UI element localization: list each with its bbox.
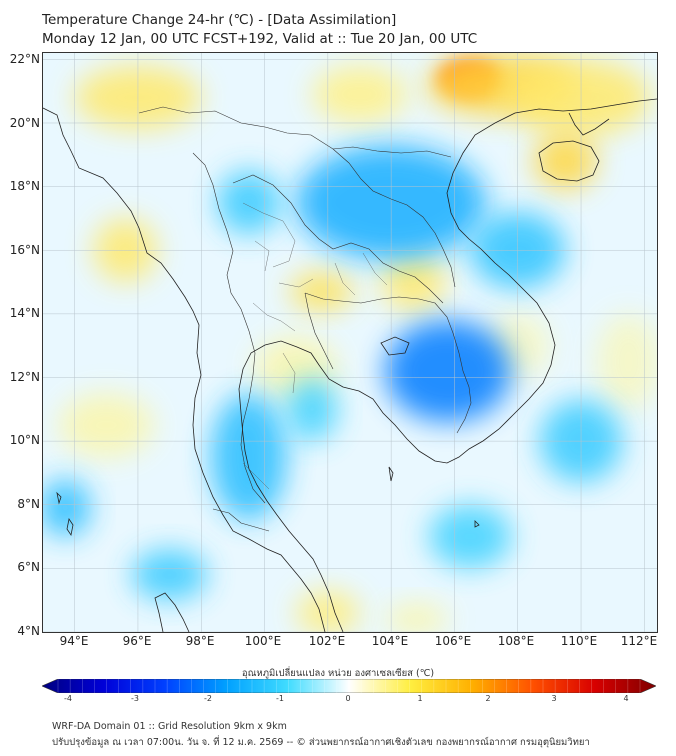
- map-canvas: [43, 53, 657, 632]
- warm-anomaly-region: [384, 603, 449, 632]
- hainan-island: [538, 140, 600, 182]
- footer-credits: ปรับปรุงข้อมูล ณ เวลา 07:00น. วัน จ. ที่…: [52, 737, 590, 748]
- warm-anomaly-region: [312, 65, 407, 123]
- cool-anomaly-region: [210, 393, 287, 521]
- chart-subtitle: Monday 12 Jan, 00 UTC FCST+192, Valid at…: [42, 31, 478, 47]
- con-dao-islands: [474, 520, 480, 528]
- warm-anomaly-region: [58, 393, 154, 458]
- lat-label-20n: 20°N: [9, 116, 40, 130]
- footer-model-info: WRF-DA Domain 01 :: Grid Resolution 9km …: [52, 721, 287, 732]
- lat-label-16n: 16°N: [9, 243, 40, 257]
- temperature-change-map: [42, 52, 658, 633]
- leizhou-peninsula: [568, 112, 610, 136]
- lat-label-6n: 6°N: [17, 560, 40, 574]
- colorbar-title: อุณหภูมิเปลี่ยนแปลง หน่วย องศาเซลเซียส (…: [241, 668, 435, 679]
- cool-anomaly-region: [429, 504, 512, 569]
- colorbar-tick-3: 3: [551, 694, 557, 703]
- colorbar-tick-2: 2: [485, 694, 491, 703]
- cool-anomaly-region: [286, 377, 338, 442]
- warm-anomaly-region: [381, 253, 445, 311]
- sumatra-coastline: [154, 592, 190, 632]
- cool-anomaly-region: [43, 479, 91, 537]
- warm-anomaly-region: [289, 272, 354, 311]
- colorbar-tick-neg1: -1: [276, 694, 284, 703]
- warm-anomaly-region: [596, 313, 657, 410]
- gulf-of-thailand-coastline: [238, 98, 657, 632]
- cool-anomaly-region: [217, 170, 281, 235]
- lat-label-8n: 8°N: [17, 497, 40, 511]
- lat-label-4n: 4°N: [17, 624, 40, 638]
- colorbar: [42, 679, 656, 693]
- myanmar-thailand-border: [192, 152, 266, 504]
- phu-quoc-island: [388, 466, 394, 482]
- warm-anomaly-region: [533, 132, 597, 190]
- colorbar-tick-1: 1: [417, 694, 423, 703]
- malaysia-thailand-border: [212, 508, 270, 532]
- mainland-coastline: [43, 107, 326, 632]
- thailand-cambodia-border: [304, 292, 334, 370]
- colorbar-tick-0: 0: [345, 694, 351, 703]
- colorbar-tick-neg2: -2: [204, 694, 212, 703]
- china-border: [138, 106, 452, 158]
- lat-label-22n: 22°N: [9, 52, 40, 66]
- laos-vietnam-border: [332, 148, 456, 288]
- colorbar-tick-4: 4: [623, 694, 629, 703]
- lat-label-10n: 10°N: [9, 433, 40, 447]
- lon-label-100e: 100°E: [244, 634, 282, 648]
- cambodia-border: [304, 292, 472, 434]
- graticule: [43, 53, 657, 632]
- cool-anomaly-region: [131, 549, 208, 601]
- lon-label-98e: 98°E: [185, 634, 215, 648]
- lon-label-106e: 106°E: [434, 634, 472, 648]
- colorbar-tick-neg3: -3: [131, 694, 139, 703]
- thailand-laos-border: [232, 174, 444, 304]
- tonle-sap-lake: [380, 336, 410, 356]
- lon-label-104e: 104°E: [371, 634, 409, 648]
- lat-label-14n: 14°N: [9, 306, 40, 320]
- andaman-islands: [56, 491, 74, 537]
- chart-title: Temperature Change 24-hr (℃) - [Data Ass…: [42, 12, 397, 28]
- lon-label-96e: 96°E: [122, 634, 152, 648]
- lon-label-94e: 94°E: [59, 634, 89, 648]
- colorbar-tick-neg4: -4: [64, 694, 72, 703]
- lon-label-108e: 108°E: [497, 634, 535, 648]
- lat-label-12n: 12°N: [9, 370, 40, 384]
- lon-label-102e: 102°E: [308, 634, 346, 648]
- political-borders: [138, 106, 472, 532]
- lat-label-18n: 18°N: [9, 179, 40, 193]
- cool-anomaly-region: [384, 320, 512, 423]
- internal-borders: [242, 202, 388, 490]
- colorbar-ticks: [57, 679, 641, 693]
- lon-label-112e: 112°E: [620, 634, 658, 648]
- lon-label-110e: 110°E: [560, 634, 598, 648]
- colorbar-gradient: [42, 679, 656, 693]
- coastlines-and-borders: [43, 98, 657, 632]
